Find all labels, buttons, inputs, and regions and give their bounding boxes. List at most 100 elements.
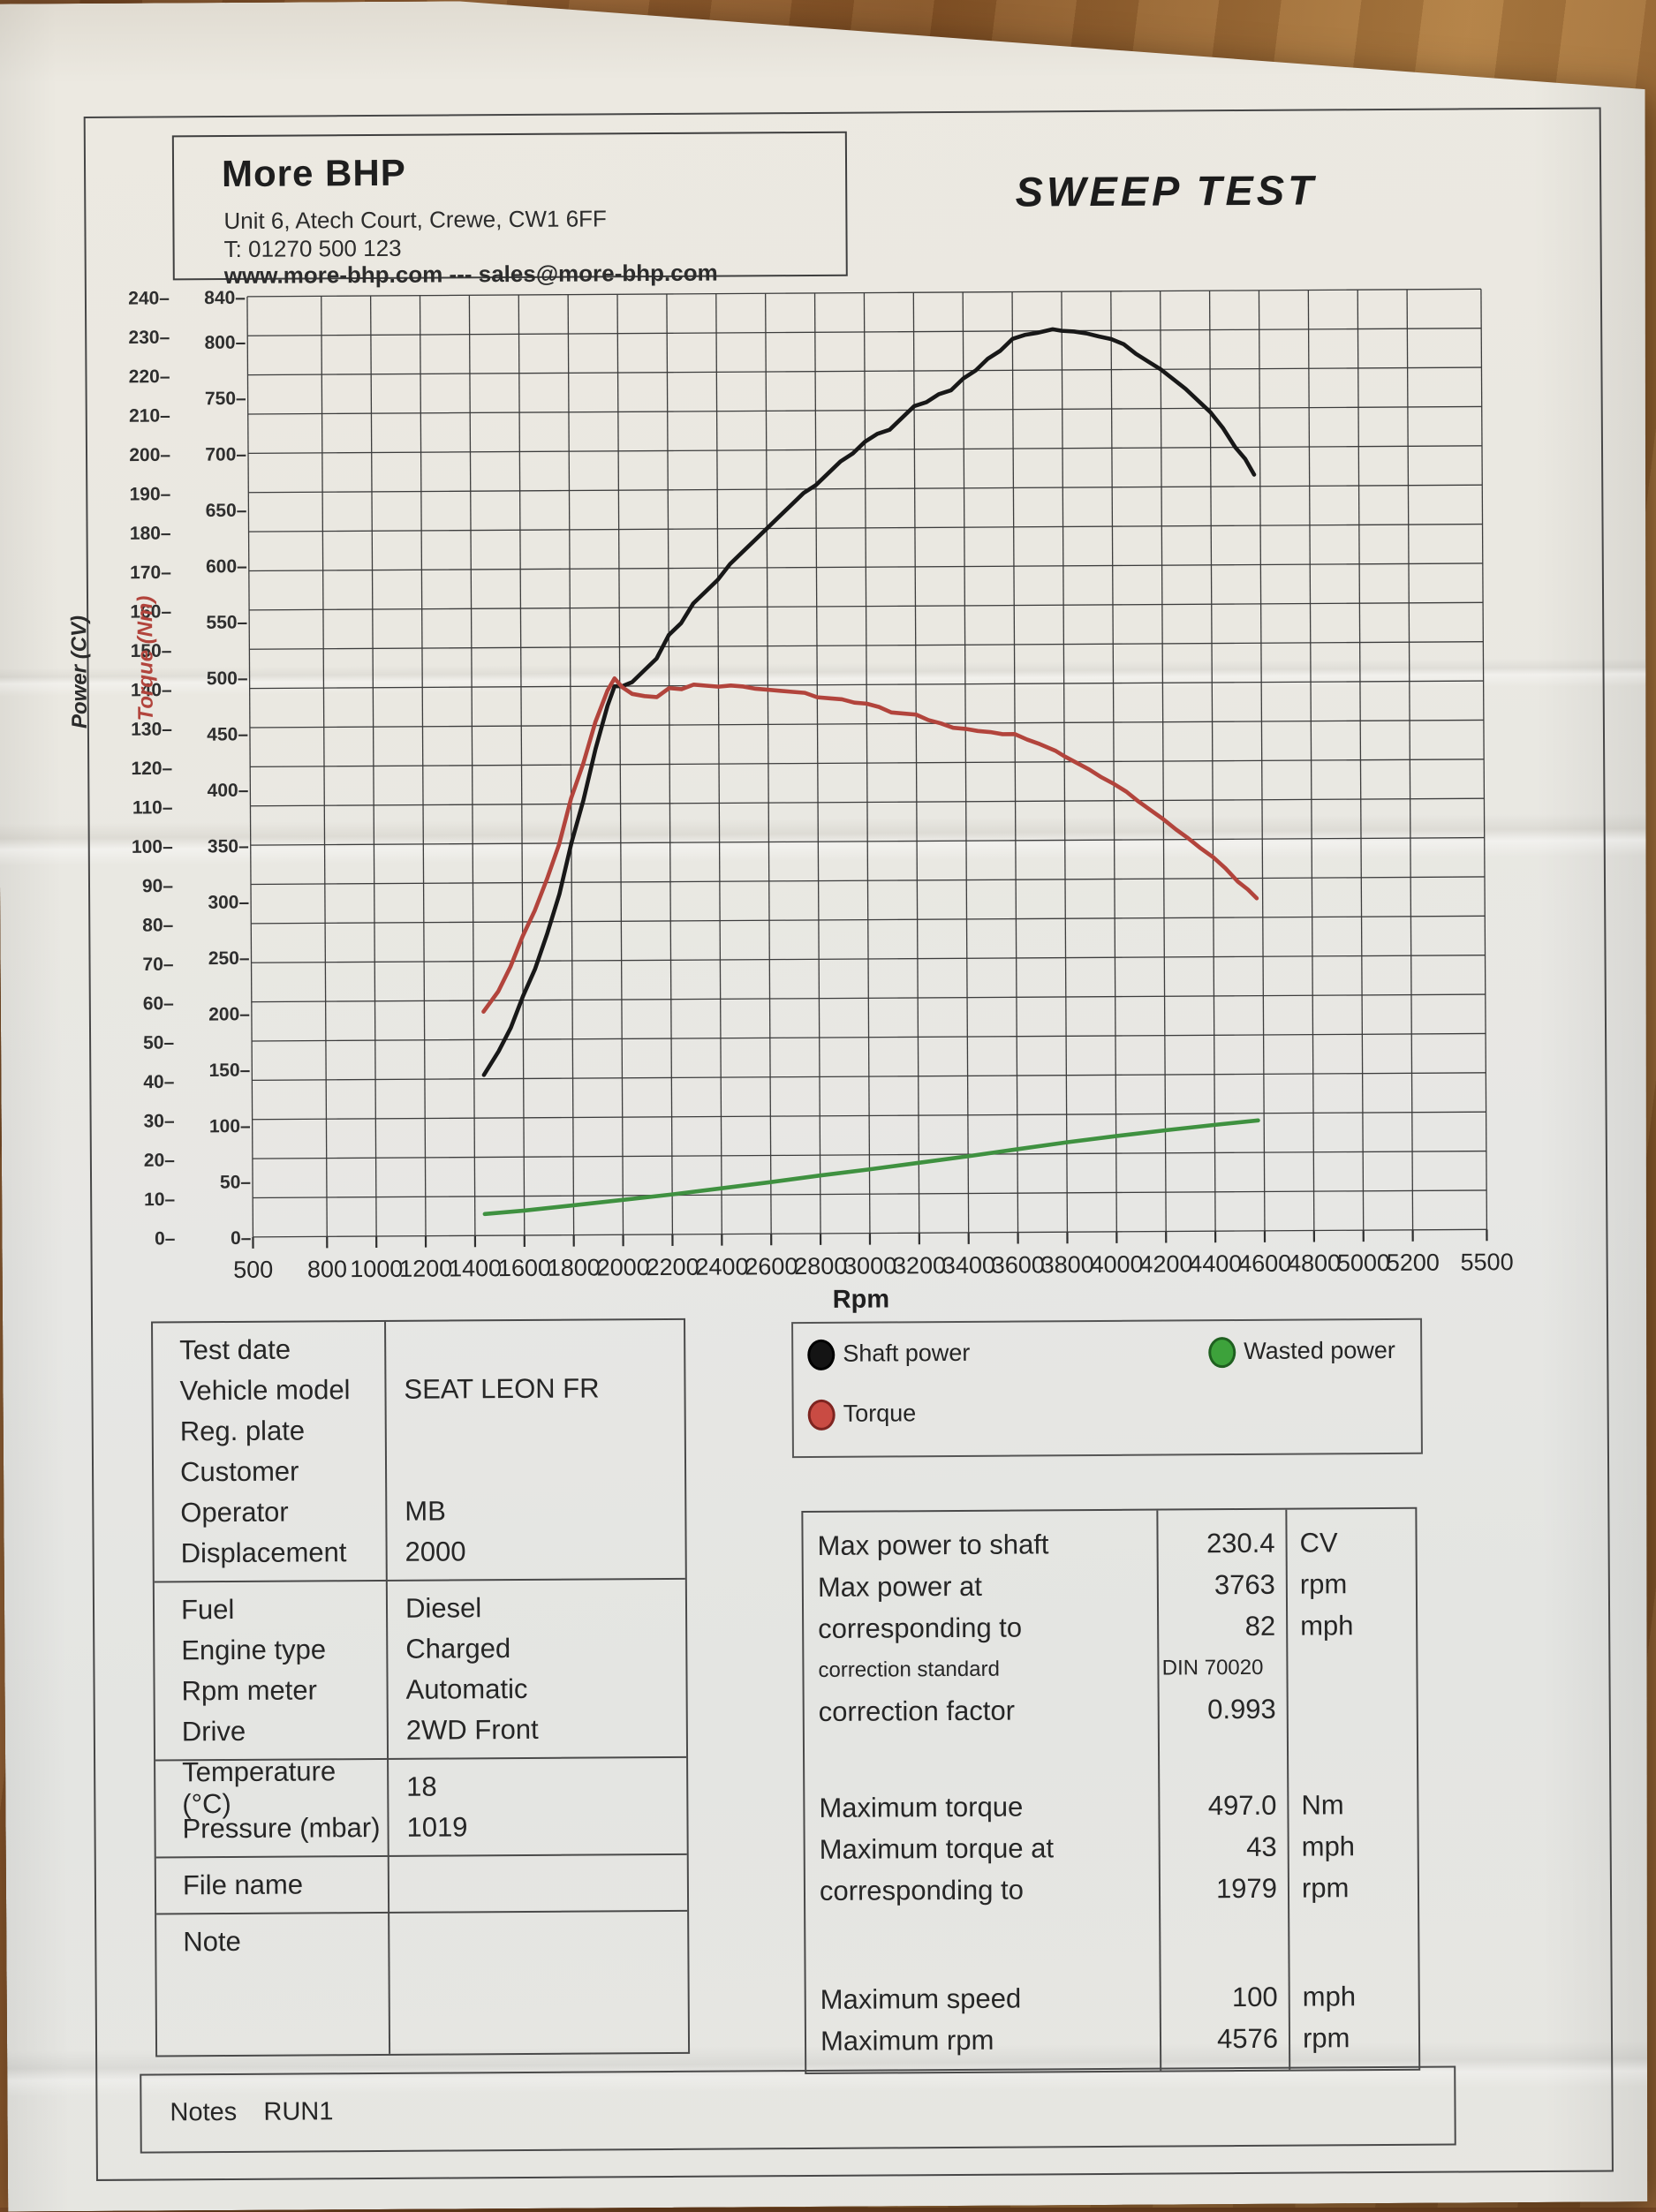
- row-label: Displacement: [155, 1536, 386, 1570]
- company-name: More BHP: [222, 152, 406, 195]
- row-value: 43: [1159, 1831, 1288, 1863]
- company-phone: T: 01270 500 123: [224, 235, 402, 263]
- row-value: DIN 70020: [1157, 1655, 1286, 1680]
- company-address: Unit 6, Atech Court, Crewe, CW1 6FF: [223, 205, 607, 235]
- report-header: More BHP Unit 6, Atech Court, Crewe, CW1…: [172, 132, 848, 281]
- row-value: Charged: [386, 1633, 510, 1665]
- table-row: File name: [156, 1862, 687, 1906]
- row-label: corresponding to: [805, 1873, 1159, 1906]
- table-row: Reg. plate: [154, 1408, 684, 1453]
- table-row: Customer: [154, 1449, 684, 1493]
- row-label: Drive: [155, 1715, 387, 1748]
- table-row: Note: [156, 1919, 687, 1963]
- row-label: Rpm meter: [155, 1674, 386, 1708]
- row-label: correction factor: [805, 1694, 1158, 1727]
- row-label: Maximum torque at: [805, 1831, 1159, 1865]
- row-unit: Nm: [1287, 1789, 1343, 1821]
- legend-dot-icon: [1208, 1337, 1236, 1368]
- row-label: Operator: [154, 1496, 385, 1529]
- row-label: Engine type: [155, 1634, 386, 1667]
- row-label: File name: [156, 1868, 388, 1902]
- row-label: correction standard: [804, 1656, 1157, 1682]
- row-label: Maximum torque: [805, 1790, 1158, 1823]
- row-label: Vehicle model: [153, 1374, 384, 1408]
- row-value: 82: [1157, 1610, 1286, 1642]
- row-unit: rpm: [1288, 1872, 1350, 1904]
- row-unit: rpm: [1289, 2022, 1350, 2054]
- row-value: Automatic: [386, 1673, 527, 1706]
- table-row: Test date: [153, 1327, 684, 1371]
- row-label: Customer: [154, 1455, 385, 1489]
- legend-label: Torque: [843, 1400, 917, 1428]
- row-label: Max power at: [804, 1569, 1157, 1603]
- row-label: Reg. plate: [154, 1415, 385, 1448]
- row-value: 18: [387, 1771, 437, 1803]
- legend-label: Shaft power: [843, 1340, 970, 1368]
- row-value: 100: [1160, 1981, 1289, 2013]
- row-value: Diesel: [386, 1592, 481, 1625]
- legend-dot-icon: [808, 1400, 836, 1431]
- info-group: File name: [156, 1853, 687, 1914]
- row-value: SEAT LEON FR: [384, 1372, 599, 1405]
- table-row: Temperature (°C)18: [155, 1765, 686, 1809]
- row-value: 1019: [387, 1811, 467, 1844]
- row-label: Temperature (°C): [155, 1755, 387, 1821]
- row-unit: rpm: [1286, 1568, 1348, 1600]
- company-web: www.more-bhp.com --- sales@more-bhp.com: [224, 260, 718, 290]
- row-value: 1979: [1159, 1872, 1288, 1905]
- row-label: Note: [156, 1925, 388, 1959]
- legend-label: Wasted power: [1244, 1337, 1395, 1365]
- row-value: 230.4: [1156, 1527, 1285, 1559]
- row-unit: mph: [1288, 1831, 1356, 1862]
- row-label: Max power to shaft: [803, 1528, 1156, 1561]
- row-label: Maximum rpm: [806, 2023, 1160, 2057]
- row-unit: CV: [1285, 1527, 1337, 1559]
- info-group: Note: [156, 1910, 688, 2056]
- row-unit: mph: [1289, 1981, 1357, 2012]
- row-value: 0.993: [1158, 1693, 1287, 1725]
- legend-dot-icon: [807, 1340, 835, 1370]
- row-label: Pressure (mbar): [155, 1812, 387, 1846]
- table-row: Pressure (mbar)1019: [155, 1806, 686, 1850]
- row-value: 497.0: [1158, 1789, 1287, 1822]
- row-label: Test date: [153, 1333, 384, 1367]
- row-label: corresponding to: [804, 1611, 1157, 1644]
- row-value: 2000: [386, 1536, 466, 1568]
- row-unit: mph: [1286, 1610, 1354, 1642]
- report-title: SWEEP TEST: [958, 165, 1373, 216]
- row-value: 4576: [1160, 2022, 1289, 2055]
- row-label: Fuel: [155, 1593, 386, 1627]
- row-value: 3763: [1157, 1568, 1286, 1601]
- notes-value: RUN1: [263, 2097, 333, 2126]
- notes-box: Notes RUN1: [140, 2066, 1456, 2154]
- notes-label: Notes: [170, 2098, 237, 2127]
- row-label: Maximum speed: [806, 1982, 1160, 2015]
- row-value: MB: [385, 1496, 446, 1528]
- chart-legend: Shaft power Torque Wasted power: [791, 1318, 1423, 1458]
